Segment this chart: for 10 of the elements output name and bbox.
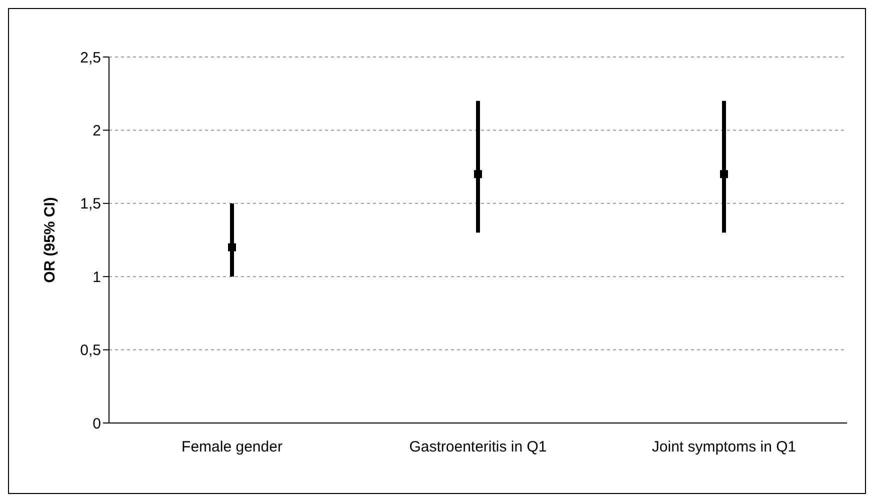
x-tick-label: Female gender xyxy=(182,438,282,456)
y-tick-label: 0,5 xyxy=(80,342,101,360)
y-tick-label: 2 xyxy=(92,122,101,140)
y-axis-title: OR (95% CI) xyxy=(41,197,58,283)
x-tick-label: Gastroenteritis in Q1 xyxy=(409,438,547,456)
y-tick-label: 1,5 xyxy=(80,196,101,213)
y-tick-label: 1 xyxy=(92,268,101,286)
y-tick-label: 2,5 xyxy=(80,49,101,66)
x-tick-label: Joint symptoms in Q1 xyxy=(652,438,796,456)
y-tick-label: 0 xyxy=(92,415,101,432)
